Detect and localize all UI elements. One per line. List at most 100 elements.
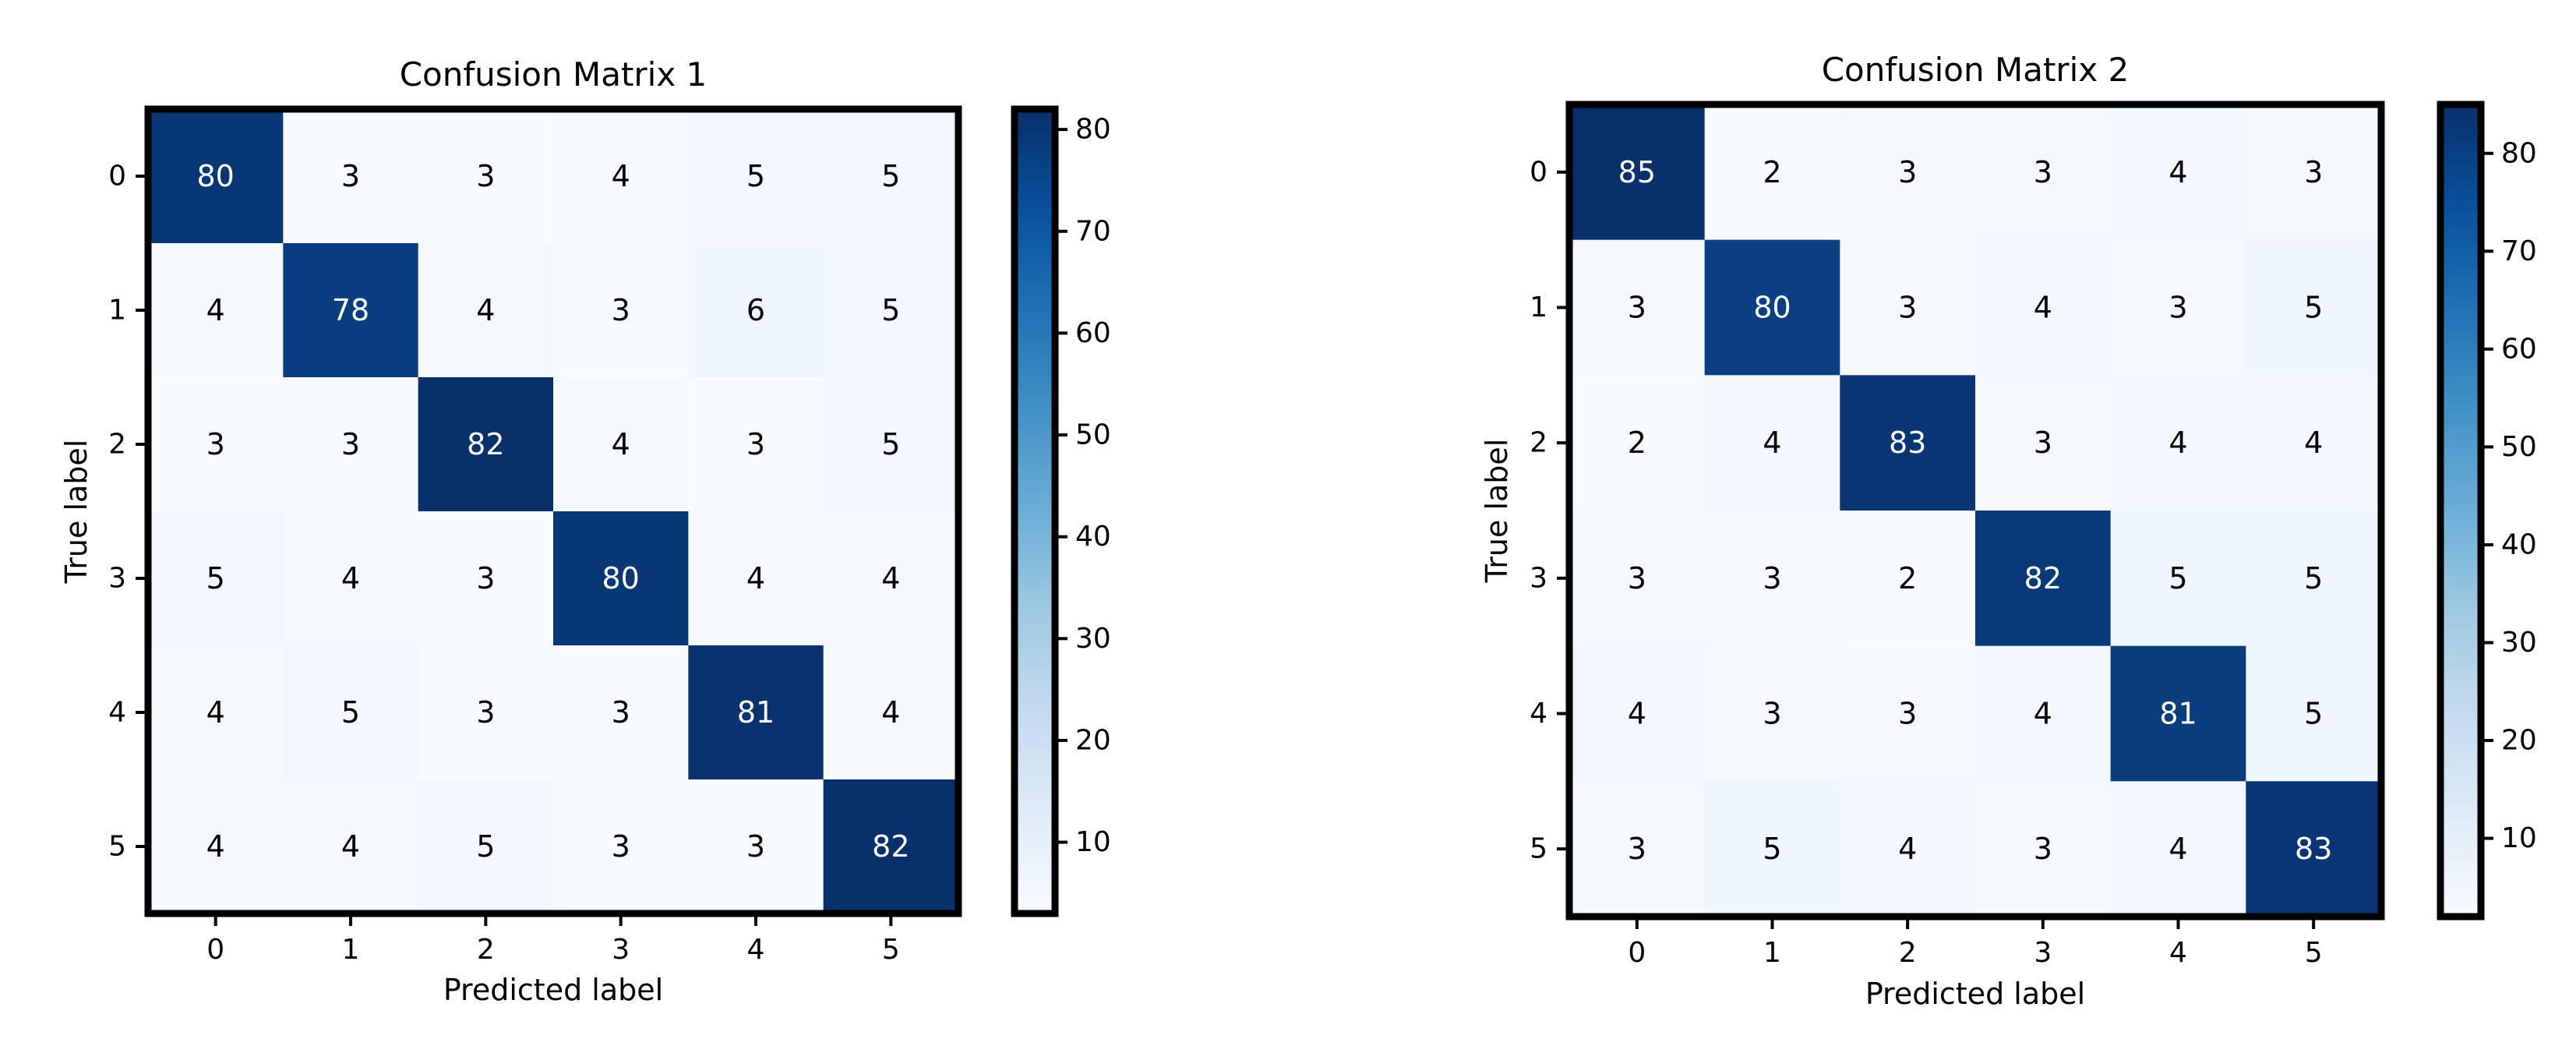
heatmap-cell xyxy=(1569,375,1706,511)
cell-value-label: 85 xyxy=(1618,155,1656,189)
cell-value-label: 4 xyxy=(2034,291,2052,325)
heatmap-cell xyxy=(283,779,419,914)
heatmap-cell xyxy=(2110,781,2246,917)
cell-value-label: 82 xyxy=(872,829,909,864)
cell-value-label: 4 xyxy=(341,829,360,864)
y-tick-label: 1 xyxy=(1530,292,1547,323)
heatmap-cell xyxy=(688,243,824,378)
x-axis-label: Predicted label xyxy=(443,973,663,1007)
y-axis-label: True label xyxy=(59,440,94,585)
y-tick-label: 2 xyxy=(1530,427,1547,459)
colorbar xyxy=(2437,101,2485,921)
colorbar-tick-label: 20 xyxy=(2501,725,2537,757)
cell-value-label: 83 xyxy=(1889,426,1926,460)
x-tick-label: 3 xyxy=(2034,937,2052,969)
colorbar-tick-label: 60 xyxy=(1075,317,1111,349)
heatmap-cell xyxy=(418,645,554,780)
colorbar-tick-label: 30 xyxy=(1075,623,1111,655)
colorbar xyxy=(1011,105,1059,917)
cell-value-label: 4 xyxy=(612,159,630,193)
cell-value-label: 3 xyxy=(746,829,765,864)
cell-value-label: 3 xyxy=(1763,697,1781,731)
cell-value-label: 3 xyxy=(2034,832,2052,866)
cell-value-label: 3 xyxy=(1628,291,1646,325)
heatmap-cell xyxy=(283,511,419,646)
cell-value-label: 80 xyxy=(196,159,234,193)
heatmap-cell xyxy=(1704,511,1840,647)
colorbar-tick-label: 30 xyxy=(2501,627,2537,659)
cell-value-label: 3 xyxy=(1898,291,1917,325)
cell-value-label: 4 xyxy=(206,829,225,864)
heatmap-cell xyxy=(1840,511,1976,647)
cell-value-label: 4 xyxy=(2168,155,2187,189)
cell-value-label: 3 xyxy=(476,695,495,730)
cell-value-label: 3 xyxy=(1628,561,1646,595)
heatmap-cell xyxy=(688,779,824,914)
colorbar-tick-label: 80 xyxy=(1075,114,1111,146)
cell-value-label: 5 xyxy=(881,293,900,327)
cell-value-label: 4 xyxy=(1628,697,1646,731)
heatmap-cell xyxy=(553,109,689,244)
cell-value-label: 80 xyxy=(1753,291,1791,325)
cell-value-label: 5 xyxy=(2304,291,2323,325)
cell-value-label: 78 xyxy=(332,293,369,327)
y-tick-label: 5 xyxy=(1530,833,1547,865)
heatmap-cell xyxy=(553,511,689,646)
cell-value-label: 81 xyxy=(737,695,775,730)
y-tick-label: 0 xyxy=(108,161,126,193)
cell-value-label: 2 xyxy=(1628,426,1646,460)
heatmap-cell xyxy=(823,511,959,646)
heatmap-cell xyxy=(1569,645,1706,782)
x-tick-label: 0 xyxy=(206,934,224,966)
colorbar-tick-label: 70 xyxy=(1075,215,1111,247)
heatmap-cell xyxy=(2110,104,2246,241)
cell-value-label: 3 xyxy=(612,293,630,327)
cell-value-label: 3 xyxy=(2304,155,2323,189)
heatmap-cell xyxy=(283,377,419,512)
cell-value-label: 5 xyxy=(1763,832,1781,866)
colorbar-tick-label: 10 xyxy=(2501,822,2537,854)
y-axis: 0 1 2 3 4 5 xyxy=(108,161,145,863)
colorbar-tick-label: 40 xyxy=(2501,528,2537,560)
cell-value-label: 4 xyxy=(881,561,900,595)
colorbar-tick-label: 70 xyxy=(2501,235,2537,267)
cell-value-label: 82 xyxy=(467,427,504,461)
heatmap-cell xyxy=(148,645,284,780)
heatmap-cell xyxy=(283,243,419,378)
cell-value-label: 3 xyxy=(476,159,495,193)
heatmap-cell xyxy=(688,377,824,512)
cell-value-label: 4 xyxy=(612,427,630,461)
cell-value-label: 83 xyxy=(2295,832,2332,866)
x-tick-label: 2 xyxy=(477,934,495,966)
heatmap-cell xyxy=(1704,781,1840,917)
y-tick-label: 5 xyxy=(108,831,126,863)
cell-value-label: 6 xyxy=(746,293,765,327)
heatmap-cell xyxy=(283,645,419,780)
x-tick-label: 1 xyxy=(1763,937,1781,969)
heatmap-cell xyxy=(1840,375,1976,511)
heatmap-cell xyxy=(418,243,554,378)
cell-value-label: 3 xyxy=(612,695,630,730)
x-tick-label: 0 xyxy=(1628,937,1646,969)
cell-value-label: 3 xyxy=(746,427,765,461)
cell-value-label: 4 xyxy=(341,561,360,595)
heatmap-cell xyxy=(2246,645,2382,782)
cell-value-label: 3 xyxy=(2034,155,2052,189)
cell-value-label: 81 xyxy=(2159,697,2197,731)
cell-value-label: 3 xyxy=(2168,291,2187,325)
cell-value-label: 3 xyxy=(206,427,225,461)
heatmap-cell xyxy=(1569,239,1706,376)
y-tick-label: 1 xyxy=(108,295,126,327)
cell-value-label: 4 xyxy=(881,695,900,730)
cell-value-label: 5 xyxy=(2304,561,2323,595)
cell-value-label: 3 xyxy=(1628,832,1646,866)
heatmap-cell xyxy=(2246,375,2382,511)
heatmap-cell xyxy=(2110,239,2246,376)
heatmap-cell xyxy=(1975,375,2112,511)
cell-value-label: 5 xyxy=(476,829,495,864)
colorbar-tick-label: 50 xyxy=(1075,419,1111,451)
heatmap-cell xyxy=(823,377,959,512)
heatmap-cell xyxy=(2246,104,2382,241)
colorbar-tick-label: 20 xyxy=(1075,724,1111,756)
